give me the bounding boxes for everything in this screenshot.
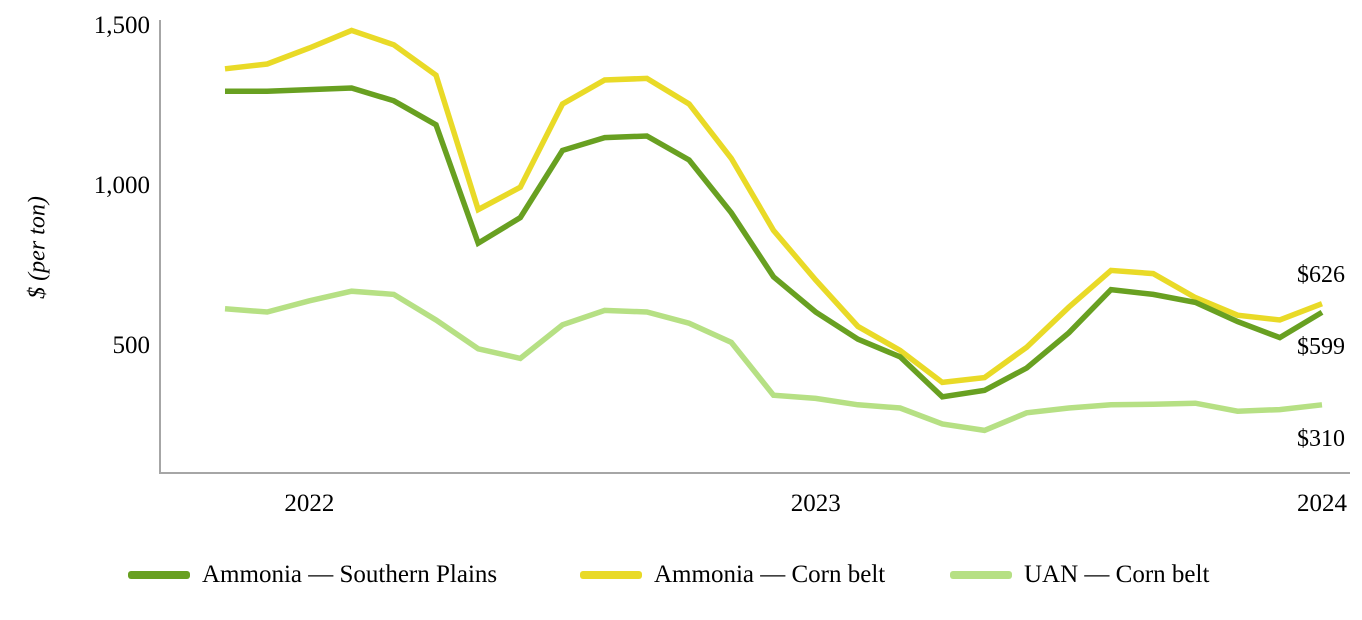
x-tick-label-2022: 2022 — [284, 490, 334, 517]
y-axis-title: $ (per ton) — [24, 196, 51, 299]
x-tick-label-2023: 2023 — [791, 490, 841, 517]
y-tick-label-500: 500 — [113, 332, 151, 359]
x-tick-label-2024: 2024 — [1297, 490, 1348, 517]
y-tick-label-1-000: 1,000 — [94, 172, 150, 199]
series-line-ammonia-southern-plains — [225, 85, 1324, 400]
series-line-uan-corn-belt — [224, 288, 1323, 434]
end-label-uan-corn-belt: $310 — [1297, 426, 1345, 452]
series-line-ammonia-corn-belt — [224, 27, 1323, 386]
y-tick-label-1-500: 1,500 — [94, 12, 150, 39]
end-label-ammonia-southern-plains: $599 — [1297, 334, 1345, 360]
end-label-ammonia-corn-belt: $626 — [1297, 262, 1345, 288]
